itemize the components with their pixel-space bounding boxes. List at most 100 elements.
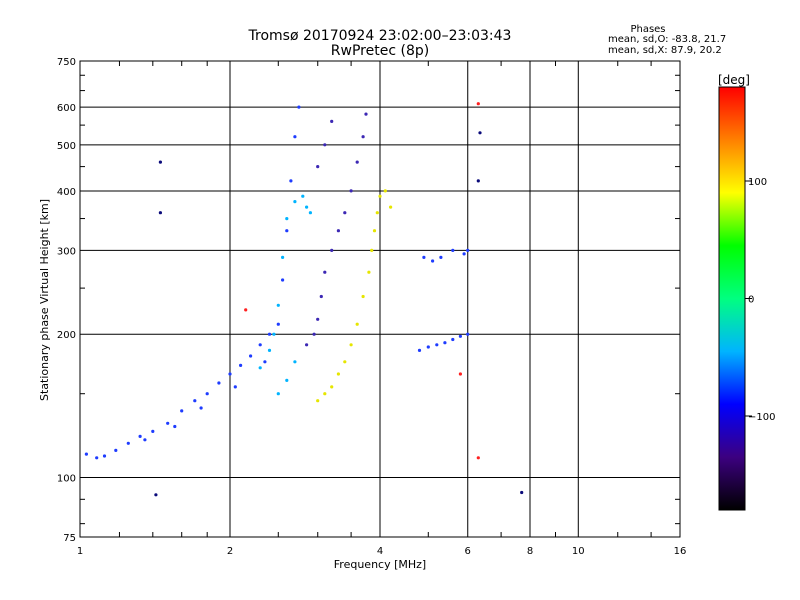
data-point-o-mode-blue	[233, 385, 237, 389]
data-point-o-mode-blue	[263, 360, 267, 364]
data-point-sparse-navy	[520, 490, 524, 495]
data-point-x-mode-yellow	[370, 248, 374, 252]
data-point-o-mode-blue	[166, 421, 170, 425]
data-point-o-mode-blue	[102, 454, 107, 458]
data-point-far-trace-blue	[439, 255, 443, 259]
data-point-o-mode-blue	[199, 406, 203, 410]
y-tick-label: 100	[57, 474, 76, 485]
data-point-sparse-red	[244, 308, 248, 312]
data-point-o-mode-blue	[143, 438, 147, 442]
data-point-x-mode-yellow	[372, 229, 377, 233]
data-point-o-mode-blue	[217, 381, 221, 385]
data-point-far-trace-blue	[466, 332, 470, 336]
colorbar-label: [deg]	[718, 73, 750, 87]
data-point-o-mode-cyan	[293, 360, 297, 364]
data-point-sparse-red	[476, 102, 480, 106]
data-point-sparse-navy	[158, 211, 162, 215]
data-point-x-mode-yellow	[367, 270, 371, 274]
data-point-o-mode-cyan	[308, 211, 312, 215]
y-tick-label: 75	[63, 533, 76, 544]
data-point-o-mode-blue	[293, 135, 297, 139]
data-point-x-mode-yellow	[343, 360, 347, 364]
x-tick-label: 10	[572, 546, 585, 557]
y-tick-labels: 75 100 200 300 400 500 600 750	[57, 57, 76, 544]
data-point-o-mode-purple	[361, 135, 365, 139]
colorbar: [deg] 100 0 −100	[718, 73, 775, 511]
data-point-far-trace-blue	[435, 343, 439, 347]
data-point-x-mode-yellow	[330, 385, 334, 389]
data-point-o-mode-cyan	[276, 392, 280, 396]
data-point-o-mode-purple	[330, 119, 334, 123]
y-tick-label: 300	[57, 246, 76, 257]
data-point-far-trace-blue	[431, 259, 435, 263]
x-tick-label: 4	[377, 546, 383, 557]
data-point-o-mode-blue	[249, 354, 253, 358]
data-point-o-mode-blue	[297, 105, 301, 109]
plot-area: 1 2 4 6 8 10 16 75 100 200 300 400 500 600 750	[57, 57, 686, 557]
data-point-o-mode-purple	[323, 143, 327, 147]
data-point-sparse-navy	[478, 131, 482, 135]
x-tick-label: 8	[527, 546, 533, 557]
data-point-o-mode-cyan	[285, 217, 289, 221]
x-tick-labels: 1 2 4 6 8 10 16	[77, 546, 687, 557]
data-point-o-mode-cyan	[267, 348, 272, 352]
data-point-o-mode-purple	[316, 165, 320, 169]
data-point-far-trace-blue	[417, 348, 422, 352]
data-point-o-mode-blue	[151, 429, 155, 433]
data-points	[84, 102, 524, 497]
data-point-o-mode-purple	[319, 294, 323, 299]
data-point-o-mode-cyan	[276, 303, 280, 307]
colorbar-tick-label: 0	[748, 295, 754, 306]
data-point-far-trace-blue	[462, 252, 466, 256]
x-tick-label: 1	[77, 546, 83, 557]
data-point-far-trace-blue	[422, 255, 426, 259]
chart-subtitle: RwPretec (8p)	[331, 43, 429, 59]
data-point-x-mode-yellow	[349, 343, 353, 347]
data-point-o-mode-purple	[364, 112, 368, 116]
y-tick-label: 500	[57, 141, 76, 152]
data-point-o-mode-blue	[138, 434, 142, 438]
data-point-o-mode-blue	[84, 452, 88, 456]
y-tick-label: 600	[57, 103, 76, 114]
data-point-x-mode-yellow	[323, 392, 327, 396]
data-point-o-mode-purple	[323, 270, 327, 274]
y-axis-label: Stationary phase Virtual Height [km]	[38, 199, 51, 401]
data-point-x-mode-yellow	[378, 194, 382, 198]
data-point-o-mode-purple	[312, 332, 316, 336]
data-point-o-mode-blue	[126, 441, 130, 445]
data-point-o-mode-purple	[349, 189, 353, 193]
data-point-o-mode-blue	[289, 179, 293, 183]
y-tick-label: 750	[57, 57, 76, 68]
colorbar-tick-label: −100	[748, 412, 775, 423]
data-point-far-trace-blue	[443, 341, 447, 345]
y-tick-label: 400	[57, 187, 76, 198]
data-point-x-mode-yellow	[389, 205, 393, 209]
data-point-o-mode-cyan	[258, 366, 262, 370]
data-point-o-mode-cyan	[293, 200, 297, 204]
stats-line-o: mean, sd,O: -83.8, 21.7	[608, 34, 726, 45]
data-point-o-mode-purple	[355, 160, 359, 164]
minor-ticks	[80, 61, 680, 537]
data-point-o-mode-blue	[276, 322, 280, 326]
data-point-o-mode-cyan	[305, 205, 309, 209]
x-tick-label: 16	[674, 546, 687, 557]
data-point-x-mode-yellow	[355, 322, 359, 326]
data-point-o-mode-cyan	[285, 378, 289, 382]
data-point-far-trace-blue	[458, 334, 462, 338]
data-point-o-mode-blue	[281, 278, 285, 282]
chart-title: Tromsø 20170924 23:02:00–23:03:43	[248, 28, 512, 44]
data-point-sparse-navy	[154, 493, 158, 497]
data-point-o-mode-blue	[258, 343, 262, 347]
y-tick-label: 200	[57, 330, 76, 341]
data-point-sparse-navy	[158, 160, 162, 164]
data-point-x-mode-yellow	[336, 372, 340, 376]
data-point-x-mode-yellow	[316, 399, 320, 403]
data-point-o-mode-blue	[239, 363, 243, 367]
data-point-far-trace-blue	[466, 248, 470, 252]
data-point-sparse-red	[476, 456, 480, 460]
data-point-o-mode-blue	[205, 392, 209, 396]
data-point-o-mode-purple	[330, 248, 334, 252]
data-point-o-mode-blue	[285, 229, 289, 233]
